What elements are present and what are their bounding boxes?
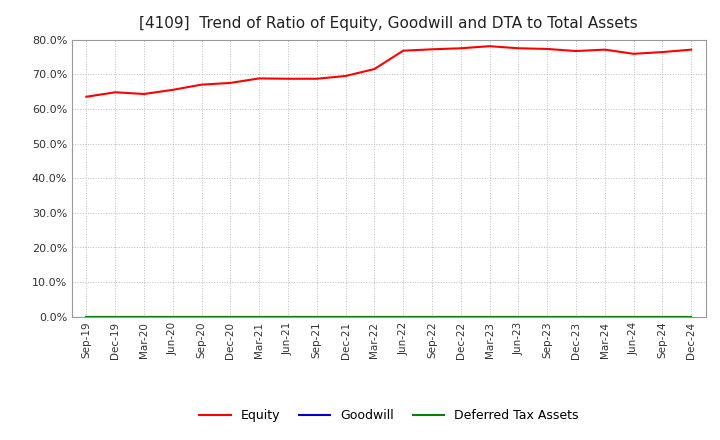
Equity (226, 80, 235, 85)
Equity (428, 47, 436, 52)
Equity (111, 90, 120, 95)
Deferred Tax Assets (140, 314, 148, 319)
Goodwill (485, 314, 494, 319)
Goodwill (399, 314, 408, 319)
Goodwill (572, 314, 580, 319)
Equity (629, 51, 638, 56)
Equity (284, 76, 292, 81)
Deferred Tax Assets (600, 314, 609, 319)
Goodwill (140, 314, 148, 319)
Goodwill (600, 314, 609, 319)
Deferred Tax Assets (543, 314, 552, 319)
Deferred Tax Assets (284, 314, 292, 319)
Goodwill (168, 314, 177, 319)
Deferred Tax Assets (226, 314, 235, 319)
Deferred Tax Assets (514, 314, 523, 319)
Goodwill (370, 314, 379, 319)
Equity (456, 46, 465, 51)
Equity (572, 48, 580, 54)
Goodwill (543, 314, 552, 319)
Goodwill (226, 314, 235, 319)
Deferred Tax Assets (572, 314, 580, 319)
Goodwill (341, 314, 350, 319)
Equity (370, 66, 379, 72)
Deferred Tax Assets (255, 314, 264, 319)
Goodwill (111, 314, 120, 319)
Legend: Equity, Goodwill, Deferred Tax Assets: Equity, Goodwill, Deferred Tax Assets (194, 404, 583, 427)
Deferred Tax Assets (341, 314, 350, 319)
Line: Equity: Equity (86, 46, 691, 97)
Equity (514, 46, 523, 51)
Goodwill (428, 314, 436, 319)
Equity (197, 82, 206, 87)
Goodwill (312, 314, 321, 319)
Equity (341, 73, 350, 79)
Deferred Tax Assets (168, 314, 177, 319)
Deferred Tax Assets (370, 314, 379, 319)
Deferred Tax Assets (312, 314, 321, 319)
Goodwill (255, 314, 264, 319)
Equity (658, 49, 667, 55)
Goodwill (82, 314, 91, 319)
Equity (485, 44, 494, 49)
Deferred Tax Assets (82, 314, 91, 319)
Equity (312, 76, 321, 81)
Deferred Tax Assets (658, 314, 667, 319)
Equity (600, 47, 609, 52)
Goodwill (658, 314, 667, 319)
Goodwill (197, 314, 206, 319)
Deferred Tax Assets (456, 314, 465, 319)
Goodwill (687, 314, 696, 319)
Title: [4109]  Trend of Ratio of Equity, Goodwill and DTA to Total Assets: [4109] Trend of Ratio of Equity, Goodwil… (140, 16, 638, 32)
Goodwill (629, 314, 638, 319)
Goodwill (514, 314, 523, 319)
Equity (82, 94, 91, 99)
Goodwill (284, 314, 292, 319)
Deferred Tax Assets (399, 314, 408, 319)
Goodwill (456, 314, 465, 319)
Equity (543, 46, 552, 51)
Deferred Tax Assets (428, 314, 436, 319)
Equity (687, 47, 696, 52)
Equity (399, 48, 408, 53)
Deferred Tax Assets (485, 314, 494, 319)
Equity (255, 76, 264, 81)
Deferred Tax Assets (111, 314, 120, 319)
Deferred Tax Assets (687, 314, 696, 319)
Equity (168, 87, 177, 92)
Equity (140, 92, 148, 97)
Deferred Tax Assets (197, 314, 206, 319)
Deferred Tax Assets (629, 314, 638, 319)
